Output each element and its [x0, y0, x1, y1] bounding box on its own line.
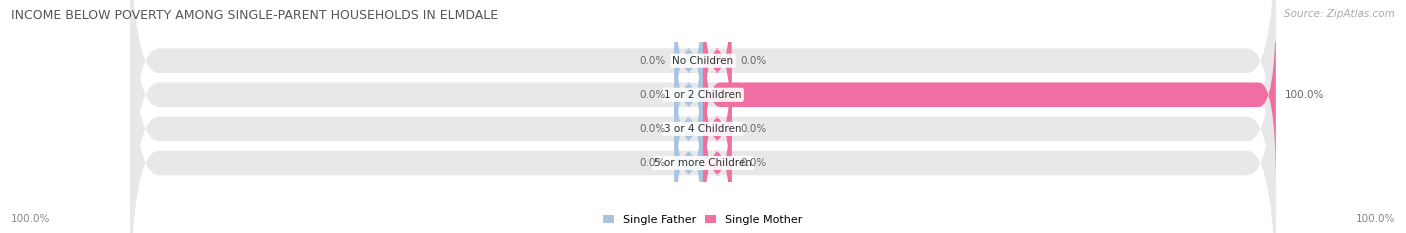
- FancyBboxPatch shape: [703, 73, 731, 233]
- FancyBboxPatch shape: [131, 0, 1275, 233]
- Text: No Children: No Children: [672, 56, 734, 66]
- FancyBboxPatch shape: [703, 0, 731, 151]
- FancyBboxPatch shape: [675, 0, 703, 151]
- FancyBboxPatch shape: [675, 5, 703, 185]
- Text: Source: ZipAtlas.com: Source: ZipAtlas.com: [1284, 9, 1395, 19]
- Text: 100.0%: 100.0%: [1285, 90, 1324, 100]
- Text: 0.0%: 0.0%: [640, 124, 666, 134]
- Text: 0.0%: 0.0%: [640, 90, 666, 100]
- Text: 3 or 4 Children: 3 or 4 Children: [664, 124, 742, 134]
- Text: 5 or more Children: 5 or more Children: [654, 158, 752, 168]
- Text: 1 or 2 Children: 1 or 2 Children: [664, 90, 742, 100]
- Text: 0.0%: 0.0%: [640, 56, 666, 66]
- Text: INCOME BELOW POVERTY AMONG SINGLE-PARENT HOUSEHOLDS IN ELMDALE: INCOME BELOW POVERTY AMONG SINGLE-PARENT…: [11, 9, 498, 22]
- FancyBboxPatch shape: [675, 73, 703, 233]
- Text: 0.0%: 0.0%: [640, 158, 666, 168]
- Text: 100.0%: 100.0%: [1355, 214, 1395, 224]
- FancyBboxPatch shape: [675, 39, 703, 219]
- Text: 0.0%: 0.0%: [740, 158, 766, 168]
- FancyBboxPatch shape: [131, 0, 1275, 233]
- FancyBboxPatch shape: [703, 39, 731, 219]
- FancyBboxPatch shape: [131, 5, 1275, 233]
- FancyBboxPatch shape: [703, 5, 1275, 185]
- Text: 100.0%: 100.0%: [11, 214, 51, 224]
- Legend: Single Father, Single Mother: Single Father, Single Mother: [599, 210, 807, 229]
- Text: 0.0%: 0.0%: [740, 124, 766, 134]
- Text: 0.0%: 0.0%: [740, 56, 766, 66]
- FancyBboxPatch shape: [131, 0, 1275, 219]
